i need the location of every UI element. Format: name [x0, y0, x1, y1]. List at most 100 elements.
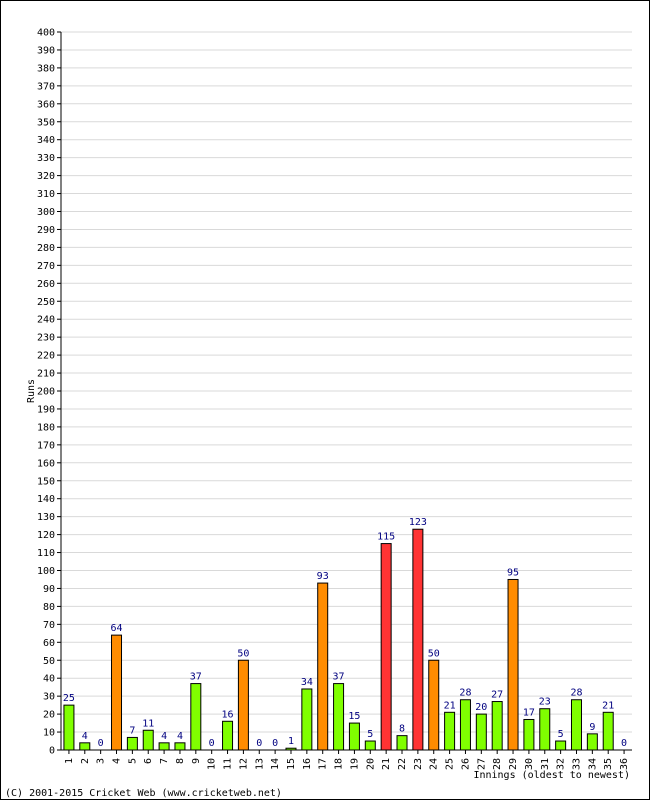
x-tick-label: 33: [571, 758, 582, 770]
y-tick-label: 310: [37, 189, 55, 200]
x-tick-label: 30: [524, 758, 535, 770]
x-tick-label: 14: [270, 758, 281, 770]
bar-innings-7: [158, 742, 170, 751]
data-label: 37: [190, 672, 202, 683]
y-tick-label: 250: [37, 297, 55, 308]
data-label: 27: [491, 690, 503, 701]
y-tick-label: 170: [37, 440, 55, 451]
y-tick-label: 260: [37, 279, 55, 290]
y-tick-label: 140: [37, 494, 55, 505]
data-label: 9: [589, 722, 595, 733]
x-tick-label: 32: [556, 758, 567, 770]
x-tick-label: 10: [207, 758, 218, 770]
x-tick-label: 24: [429, 758, 440, 770]
x-tick-label: 8: [175, 758, 186, 764]
data-label: 93: [317, 571, 329, 582]
bar-innings-21: [380, 543, 392, 751]
data-label: 15: [348, 711, 360, 722]
data-label: 8: [399, 724, 405, 735]
x-tick-label: 22: [397, 758, 408, 770]
x-tick-label: 9: [191, 758, 202, 764]
data-label: 1: [288, 736, 294, 747]
y-tick-label: 190: [37, 404, 55, 415]
y-tick-label: 130: [37, 512, 55, 523]
y-tick-label: 280: [37, 243, 55, 254]
y-tick-label: 240: [37, 315, 55, 326]
bar-innings-22: [396, 735, 408, 751]
bar-innings-11: [222, 720, 234, 751]
x-axis-ticks: 1 2 3 4 5 6 7 8 9 10 11 12 13 14 15 16 17 18 19 20 21 22 23 24 2…: [64, 750, 630, 770]
x-tick-label: 28: [492, 758, 503, 770]
data-label: 25: [63, 693, 75, 704]
bar-innings-33: [570, 699, 582, 751]
data-label: 0: [256, 738, 262, 749]
x-tick-label: 20: [365, 758, 376, 770]
bar-innings-20: [364, 740, 376, 751]
data-label: 115: [377, 532, 395, 543]
y-tick-label: 350: [37, 117, 55, 128]
bar-innings-23: [412, 528, 424, 751]
x-tick-label: 1: [64, 758, 75, 764]
data-label: 17: [523, 707, 535, 718]
y-tick-label: 80: [43, 602, 55, 613]
y-tick-label: 230: [37, 333, 55, 344]
data-label: 123: [409, 517, 427, 528]
x-tick-label: 4: [112, 758, 123, 764]
data-label: 23: [539, 697, 551, 708]
y-tick-label: 400: [37, 28, 55, 39]
data-label: 50: [428, 648, 440, 659]
y-tick-label: 210: [37, 369, 55, 380]
x-tick-label: 34: [587, 758, 598, 770]
x-tick-label: 2: [80, 758, 91, 764]
data-label: 95: [507, 567, 519, 578]
data-label: 64: [110, 623, 122, 634]
y-tick-label: 0: [49, 746, 55, 757]
bar-innings-28: [491, 701, 503, 751]
data-label: 4: [177, 731, 183, 742]
x-tick-label: 31: [540, 758, 551, 770]
y-tick-label: 300: [37, 207, 55, 218]
x-tick-label: 18: [334, 758, 345, 770]
x-tick-label: 19: [349, 758, 360, 770]
y-tick-label: 110: [37, 548, 55, 559]
x-tick-label: 17: [318, 758, 329, 770]
bar-innings-32: [555, 740, 567, 751]
bar-innings-34: [586, 733, 598, 751]
x-tick-label: 29: [508, 758, 519, 770]
copyright-footer: (C) 2001-2015 Cricket Web (www.cricketwe…: [5, 788, 282, 799]
bar-innings-26: [459, 699, 471, 751]
x-tick-label: 15: [286, 758, 297, 770]
data-label: 5: [558, 729, 564, 740]
bar-innings-25: [444, 711, 456, 751]
bar-innings-35: [602, 711, 614, 751]
bar-innings-18: [333, 683, 345, 751]
y-tick-label: 370: [37, 81, 55, 92]
bar-innings-17: [317, 582, 329, 751]
x-tick-label: 36: [619, 758, 630, 770]
data-label: 28: [459, 688, 471, 699]
x-tick-label: 13: [254, 758, 265, 770]
bar-innings-9: [190, 683, 202, 751]
y-tick-label: 270: [37, 261, 55, 272]
x-tick-label: 21: [381, 758, 392, 770]
data-label: 37: [333, 672, 345, 683]
data-label: 21: [444, 700, 456, 711]
y-tick-label: 200: [37, 387, 55, 398]
data-label: 0: [272, 738, 278, 749]
y-tick-label: 180: [37, 422, 55, 433]
x-tick-label: 7: [159, 758, 170, 764]
bar-innings-31: [539, 708, 551, 751]
y-tick-label: 390: [37, 45, 55, 56]
data-label: 16: [222, 709, 234, 720]
bar-innings-24: [428, 659, 440, 751]
y-tick-label: 20: [43, 710, 55, 721]
y-tick-label: 90: [43, 584, 55, 595]
y-tick-label: 150: [37, 476, 55, 487]
data-label: 0: [209, 738, 215, 749]
bar-innings-12: [237, 659, 249, 751]
data-label: 7: [129, 725, 135, 736]
x-tick-label: 25: [445, 758, 456, 770]
y-tick-label: 320: [37, 171, 55, 182]
